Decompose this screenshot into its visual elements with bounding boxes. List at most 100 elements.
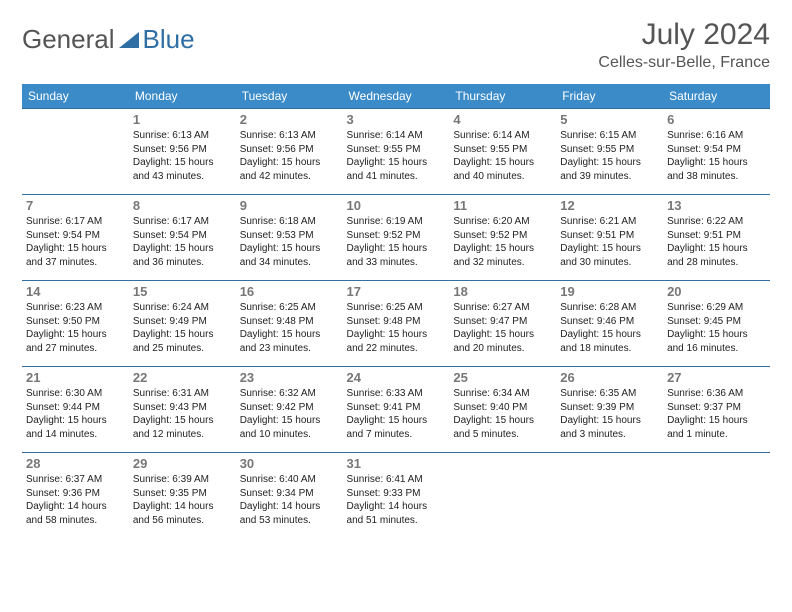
sunrise-line: Sunrise: 6:14 AM — [453, 129, 552, 143]
sunset-line: Sunset: 9:52 PM — [453, 229, 552, 243]
day-number: 12 — [560, 198, 659, 213]
day-number: 29 — [133, 456, 232, 471]
day-number: 9 — [240, 198, 339, 213]
daylight-line: Daylight: 15 hours and 32 minutes. — [453, 242, 552, 269]
calendar-cell: 1Sunrise: 6:13 AMSunset: 9:56 PMDaylight… — [129, 109, 236, 195]
daylight-line: Daylight: 15 hours and 40 minutes. — [453, 156, 552, 183]
daylight-line: Daylight: 14 hours and 51 minutes. — [347, 500, 446, 527]
weekday-header: Saturday — [663, 84, 770, 109]
daylight-line: Daylight: 15 hours and 3 minutes. — [560, 414, 659, 441]
calendar-cell: 8Sunrise: 6:17 AMSunset: 9:54 PMDaylight… — [129, 195, 236, 281]
daylight-line: Daylight: 15 hours and 12 minutes. — [133, 414, 232, 441]
daylight-line: Daylight: 15 hours and 22 minutes. — [347, 328, 446, 355]
daylight-line: Daylight: 14 hours and 58 minutes. — [26, 500, 125, 527]
calendar-cell: 12 Sunrise: 6:21 AMSunset: 9:51 PMDayligh… — [556, 195, 663, 281]
sunrise-line: Sunrise: 6:25 AM — [347, 301, 446, 315]
day-number: 20 — [667, 284, 766, 299]
daylight-line: Daylight: 15 hours and 42 minutes. — [240, 156, 339, 183]
sunset-line: Sunset: 9:54 PM — [133, 229, 232, 243]
location: Celles-sur-Belle, France — [598, 54, 770, 72]
day-number: 28 — [26, 456, 125, 471]
calendar-week-row: 14Sunrise: 6:23 AMSunset: 9:50 PMDayligh… — [22, 281, 770, 367]
weekday-header: Wednesday — [343, 84, 450, 109]
calendar-cell: 23 Sunrise: 6:32 AMSunset: 9:42 PMDayligh… — [236, 367, 343, 453]
sunrise-line: Sunrise: 6:14 AM — [347, 129, 446, 143]
day-number: 4 — [453, 112, 552, 127]
calendar-week-row: 28Sunrise: 6:37 AMSunset: 9:36 PMDayligh… — [22, 453, 770, 539]
sunset-line: Sunset: 9:51 PM — [560, 229, 659, 243]
sunset-line: Sunset: 9:37 PM — [667, 401, 766, 415]
calendar-cell: 22Sunrise: 6:31 AMSunset: 9:43 PMDayligh… — [129, 367, 236, 453]
calendar-cell — [22, 109, 129, 195]
sunrise-line: Sunrise: 6:28 AM — [560, 301, 659, 315]
calendar-cell — [663, 453, 770, 539]
title-block: July 2024 Celles-sur-Belle, France — [598, 18, 770, 72]
daylight-line: Daylight: 15 hours and 27 minutes. — [26, 328, 125, 355]
sunset-line: Sunset: 9:55 PM — [560, 143, 659, 157]
sunrise-line: Sunrise: 6:27 AM — [453, 301, 552, 315]
sunrise-line: Sunrise: 6:17 AM — [26, 215, 125, 229]
weekday-header: Tuesday — [236, 84, 343, 109]
sunrise-line: Sunrise: 6:41 AM — [347, 473, 446, 487]
day-number: 23 — [240, 370, 339, 385]
daylight-line: Daylight: 15 hours and 43 minutes. — [133, 156, 232, 183]
calendar-cell: 9Sunrise: 6:18 AMSunset: 9:53 PMDaylight… — [236, 195, 343, 281]
calendar-cell: 16Sunrise: 6:25 AMSunset: 9:48 PMDayligh… — [236, 281, 343, 367]
daylight-line: Daylight: 15 hours and 23 minutes. — [240, 328, 339, 355]
sunset-line: Sunset: 9:48 PM — [347, 315, 446, 329]
weekday-header: Monday — [129, 84, 236, 109]
sunrise-line: Sunrise: 6:31 AM — [133, 387, 232, 401]
calendar-cell: 7Sunrise: 6:17 AMSunset: 9:54 PMDaylight… — [22, 195, 129, 281]
calendar-cell: 14 Sunrise: 6:23 AMSunset: 9:50 PMDayligh… — [22, 281, 129, 367]
daylight-line: Daylight: 15 hours and 38 minutes. — [667, 156, 766, 183]
sunrise-line: Sunrise: 6:32 AM — [240, 387, 339, 401]
calendar-week-row: 21Sunrise: 6:30 AMSunset: 9:44 PMDayligh… — [22, 367, 770, 453]
daylight-line: Daylight: 15 hours and 18 minutes. — [560, 328, 659, 355]
month-title: July 2024 — [598, 18, 770, 52]
sunrise-line: Sunrise: 6:25 AM — [240, 301, 339, 315]
sunrise-line: Sunrise: 6:34 AM — [453, 387, 552, 401]
daylight-line: Daylight: 15 hours and 41 minutes. — [347, 156, 446, 183]
daylight-line: Daylight: 15 hours and 7 minutes. — [347, 414, 446, 441]
weekday-header: Thursday — [449, 84, 556, 109]
calendar-header-row: SundayMondayTuesdayWednesdayThursdayFrid… — [22, 84, 770, 109]
sunset-line: Sunset: 9:36 PM — [26, 487, 125, 501]
calendar-cell: 13Sunrise: 6:22 AMSunset: 9:51 PMDayligh… — [663, 195, 770, 281]
sunset-line: Sunset: 9:56 PM — [133, 143, 232, 157]
sunrise-line: Sunrise: 6:16 AM — [667, 129, 766, 143]
calendar-cell — [449, 453, 556, 539]
header: General Blue July 2024 Celles-sur-Belle,… — [22, 18, 770, 72]
sunset-line: Sunset: 9:56 PM — [240, 143, 339, 157]
calendar-table: SundayMondayTuesdayWednesdayThursdayFrid… — [22, 84, 770, 539]
daylight-line: Daylight: 15 hours and 10 minutes. — [240, 414, 339, 441]
daylight-line: Daylight: 15 hours and 34 minutes. — [240, 242, 339, 269]
day-number: 1 — [133, 112, 232, 127]
logo: General Blue — [22, 18, 195, 55]
sunset-line: Sunset: 9:53 PM — [240, 229, 339, 243]
logo-triangle-icon — [117, 28, 141, 52]
day-number: 22 — [133, 370, 232, 385]
day-number: 19 — [560, 284, 659, 299]
day-number: 14 — [26, 284, 125, 299]
day-number: 2 — [240, 112, 339, 127]
calendar-cell: 20Sunrise: 6:29 AMSunset: 9:45 PMDayligh… — [663, 281, 770, 367]
sunrise-line: Sunrise: 6:23 AM — [26, 301, 125, 315]
calendar-week-row: 1Sunrise: 6:13 AMSunset: 9:56 PMDaylight… — [22, 109, 770, 195]
sunset-line: Sunset: 9:51 PM — [667, 229, 766, 243]
sunset-line: Sunset: 9:55 PM — [347, 143, 446, 157]
daylight-line: Daylight: 14 hours and 56 minutes. — [133, 500, 232, 527]
daylight-line: Daylight: 15 hours and 37 minutes. — [26, 242, 125, 269]
sunset-line: Sunset: 9:50 PM — [26, 315, 125, 329]
day-number: 24 — [347, 370, 446, 385]
sunrise-line: Sunrise: 6:21 AM — [560, 215, 659, 229]
calendar-cell: 19Sunrise: 6:28 AMSunset: 9:46 PMDayligh… — [556, 281, 663, 367]
daylight-line: Daylight: 15 hours and 30 minutes. — [560, 242, 659, 269]
sunset-line: Sunset: 9:55 PM — [453, 143, 552, 157]
calendar-cell — [556, 453, 663, 539]
day-number: 30 — [240, 456, 339, 471]
calendar-cell: 10Sunrise: 6:19 AMSunset: 9:52 PMDayligh… — [343, 195, 450, 281]
sunset-line: Sunset: 9:42 PM — [240, 401, 339, 415]
sunset-line: Sunset: 9:44 PM — [26, 401, 125, 415]
calendar-cell: 6Sunrise: 6:16 AMSunset: 9:54 PMDaylight… — [663, 109, 770, 195]
calendar-cell: 29Sunrise: 6:39 AMSunset: 9:35 PMDayligh… — [129, 453, 236, 539]
